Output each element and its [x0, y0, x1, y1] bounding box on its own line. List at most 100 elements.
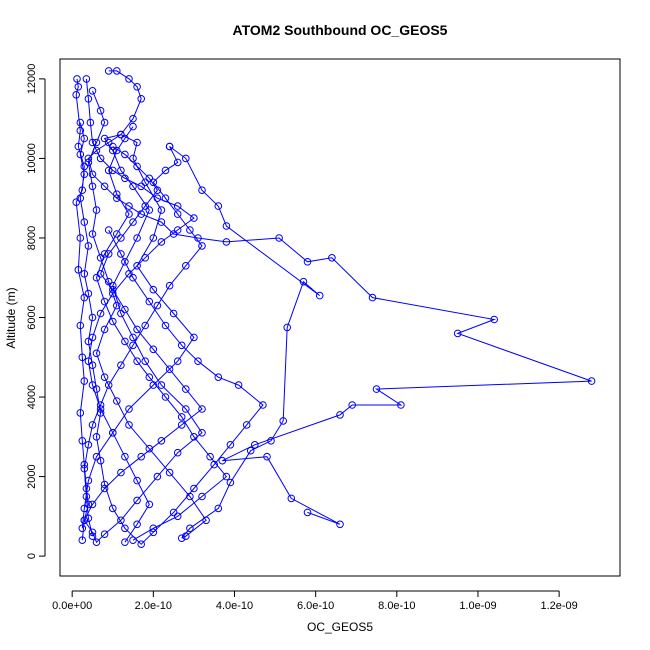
data-point [80, 516, 89, 525]
data-point [587, 377, 596, 385]
data-point [80, 293, 89, 302]
data-point [145, 444, 154, 453]
data-point [129, 273, 137, 282]
data-point [157, 218, 166, 226]
data-point [173, 448, 182, 457]
data-point [169, 508, 178, 517]
data-point [133, 262, 141, 270]
data-point [165, 365, 174, 374]
data-point [141, 321, 149, 330]
data-point [198, 405, 206, 413]
data-point [92, 273, 101, 282]
data-point [145, 174, 154, 183]
data-point [141, 357, 149, 366]
data-point [88, 170, 97, 179]
data-point [125, 405, 133, 413]
data-point [141, 202, 149, 210]
data-point [287, 494, 296, 503]
data-point [214, 373, 223, 382]
data-point [145, 297, 154, 306]
data-point [88, 421, 97, 429]
series-line [85, 78, 195, 543]
data-point [198, 186, 206, 194]
data-point [80, 170, 89, 179]
data-point [234, 381, 243, 389]
data-point [74, 142, 83, 151]
data-point [88, 138, 97, 147]
y-tick-label: 10000 [26, 143, 38, 174]
data-point [153, 301, 162, 310]
data-point [129, 122, 137, 131]
data-point [88, 313, 97, 322]
data-point [121, 452, 129, 461]
data-point [133, 520, 141, 529]
data-point [72, 198, 80, 206]
y-tick-label: 8000 [26, 226, 38, 250]
data-point [177, 534, 186, 543]
data-point [149, 345, 158, 354]
data-point [182, 262, 190, 270]
y-axis-label: Altitude (m) [4, 287, 18, 348]
data-point [109, 429, 117, 437]
data-point [328, 253, 336, 262]
data-point [275, 234, 283, 242]
data-point [88, 500, 97, 509]
data-point [157, 238, 166, 246]
data-point [78, 353, 87, 362]
data-point [165, 468, 174, 477]
data-point [84, 242, 93, 250]
data-point [78, 524, 87, 533]
data-point [100, 250, 109, 258]
data-point [246, 446, 255, 455]
data-point [149, 178, 158, 187]
data-point [202, 516, 210, 525]
data-point [76, 126, 85, 135]
data-point [251, 441, 259, 449]
data-point [157, 206, 166, 214]
data-point [169, 309, 178, 318]
data-point [198, 429, 206, 437]
data-point [214, 504, 223, 513]
data-point [104, 250, 113, 258]
x-tick-label: 8.0e-10 [378, 600, 415, 612]
data-point [133, 162, 141, 171]
data-point [117, 361, 125, 370]
data-point [133, 496, 141, 505]
data-point [80, 134, 89, 143]
data-point [76, 150, 85, 159]
data-point [206, 452, 214, 461]
data-point [283, 323, 292, 332]
data-point [165, 281, 174, 290]
series-line [87, 70, 592, 525]
data-point [109, 142, 117, 151]
data-point [104, 381, 113, 389]
data-point [149, 234, 158, 242]
data-point [121, 337, 129, 346]
data-point [84, 514, 93, 523]
data-point [72, 91, 80, 99]
data-point [92, 206, 101, 214]
data-point [133, 234, 141, 242]
data-point [88, 182, 97, 191]
data-point [182, 532, 190, 541]
data-point [80, 218, 89, 226]
data-point [149, 524, 158, 533]
data-point [315, 291, 324, 300]
series-line [75, 78, 203, 544]
data-point [186, 226, 194, 234]
data-point [165, 142, 174, 151]
data-point [198, 242, 206, 250]
data-point [100, 530, 109, 539]
data-point [125, 75, 133, 83]
y-axis: 0 2000 4000 6000 8000 10000 12000 [26, 64, 46, 559]
data-point [173, 158, 182, 167]
data-point [242, 421, 251, 429]
data-point [92, 138, 101, 147]
data-point [82, 75, 91, 83]
series-line [83, 146, 203, 537]
data-point [117, 166, 125, 175]
data-point [218, 456, 227, 465]
data-point [113, 146, 121, 155]
data-point [100, 373, 109, 382]
data-point [113, 190, 121, 198]
